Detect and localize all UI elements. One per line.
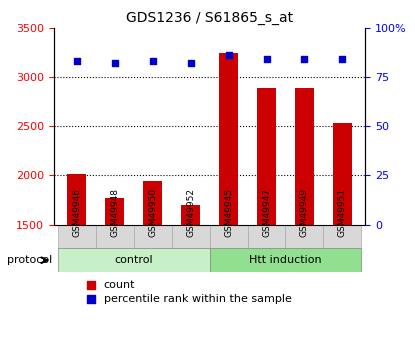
Text: protocol: protocol xyxy=(7,255,52,265)
FancyBboxPatch shape xyxy=(134,225,172,248)
Text: count: count xyxy=(104,280,135,290)
Text: GSM49951: GSM49951 xyxy=(338,187,347,237)
Bar xyxy=(105,198,124,345)
Point xyxy=(301,56,308,62)
FancyBboxPatch shape xyxy=(96,225,134,248)
Text: GSM49948: GSM49948 xyxy=(110,188,119,237)
Text: GSM49950: GSM49950 xyxy=(148,187,157,237)
Bar xyxy=(143,181,162,345)
Point xyxy=(88,296,95,302)
FancyBboxPatch shape xyxy=(172,225,210,248)
Bar xyxy=(295,88,314,345)
Text: GSM49945: GSM49945 xyxy=(224,188,233,237)
Text: GSM49952: GSM49952 xyxy=(186,188,195,237)
Title: GDS1236 / S61865_s_at: GDS1236 / S61865_s_at xyxy=(126,11,293,25)
FancyBboxPatch shape xyxy=(286,225,323,248)
Text: GSM49946: GSM49946 xyxy=(72,188,81,237)
FancyBboxPatch shape xyxy=(323,225,361,248)
Text: Htt induction: Htt induction xyxy=(249,255,322,265)
FancyBboxPatch shape xyxy=(210,225,247,248)
FancyBboxPatch shape xyxy=(58,225,96,248)
Point xyxy=(88,282,95,287)
Point xyxy=(187,60,194,66)
Point xyxy=(225,52,232,58)
Point xyxy=(111,60,118,66)
Point xyxy=(149,58,156,64)
Point xyxy=(263,56,270,62)
Text: control: control xyxy=(115,255,153,265)
Text: GSM49947: GSM49947 xyxy=(262,188,271,237)
Point xyxy=(339,56,346,62)
Bar xyxy=(67,175,86,345)
Bar xyxy=(181,205,200,345)
FancyBboxPatch shape xyxy=(247,225,286,248)
Text: percentile rank within the sample: percentile rank within the sample xyxy=(104,294,292,304)
FancyBboxPatch shape xyxy=(58,248,210,272)
Bar xyxy=(333,123,352,345)
Text: GSM49949: GSM49949 xyxy=(300,188,309,237)
Bar xyxy=(219,53,238,345)
Bar xyxy=(257,88,276,345)
FancyBboxPatch shape xyxy=(210,248,361,272)
Point xyxy=(73,58,80,64)
